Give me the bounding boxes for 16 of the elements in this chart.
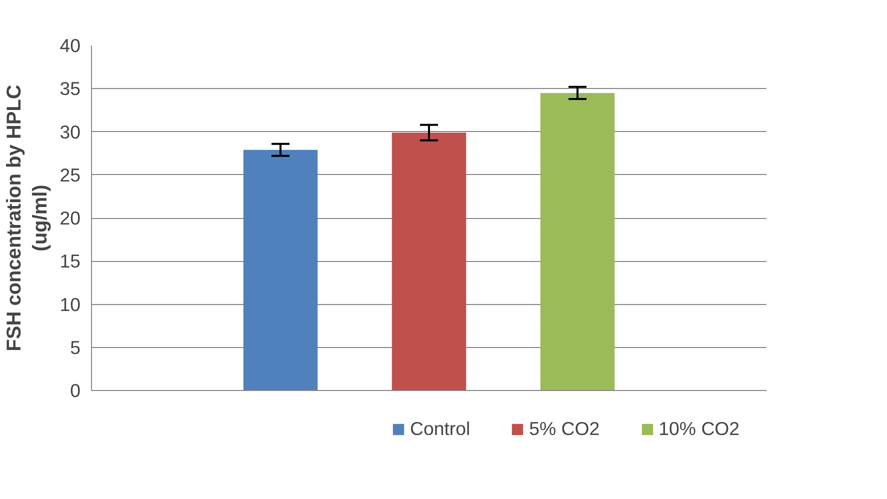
legend-label: 5% CO2: [529, 418, 600, 440]
y-tick-label: 35: [60, 78, 81, 100]
y-tick-label: 30: [60, 121, 81, 142]
y-tick-label: 5: [70, 336, 81, 358]
y-tick-label: 20: [60, 208, 81, 228]
y-tick-label: 0: [70, 380, 81, 401]
y-tick-label: 10: [60, 294, 81, 315]
bar: [392, 132, 466, 390]
legend-label: 10% CO2: [658, 418, 740, 440]
y-tick-label: 25: [60, 164, 81, 186]
y-tick-label: 15: [60, 250, 81, 272]
legend-label: Control: [410, 418, 470, 440]
y-tick-label: 40: [60, 35, 81, 56]
bar: [540, 92, 615, 390]
bar: [243, 150, 318, 390]
y-axis-title: FSH concentration by HPLC (ug/ml): [3, 84, 52, 352]
